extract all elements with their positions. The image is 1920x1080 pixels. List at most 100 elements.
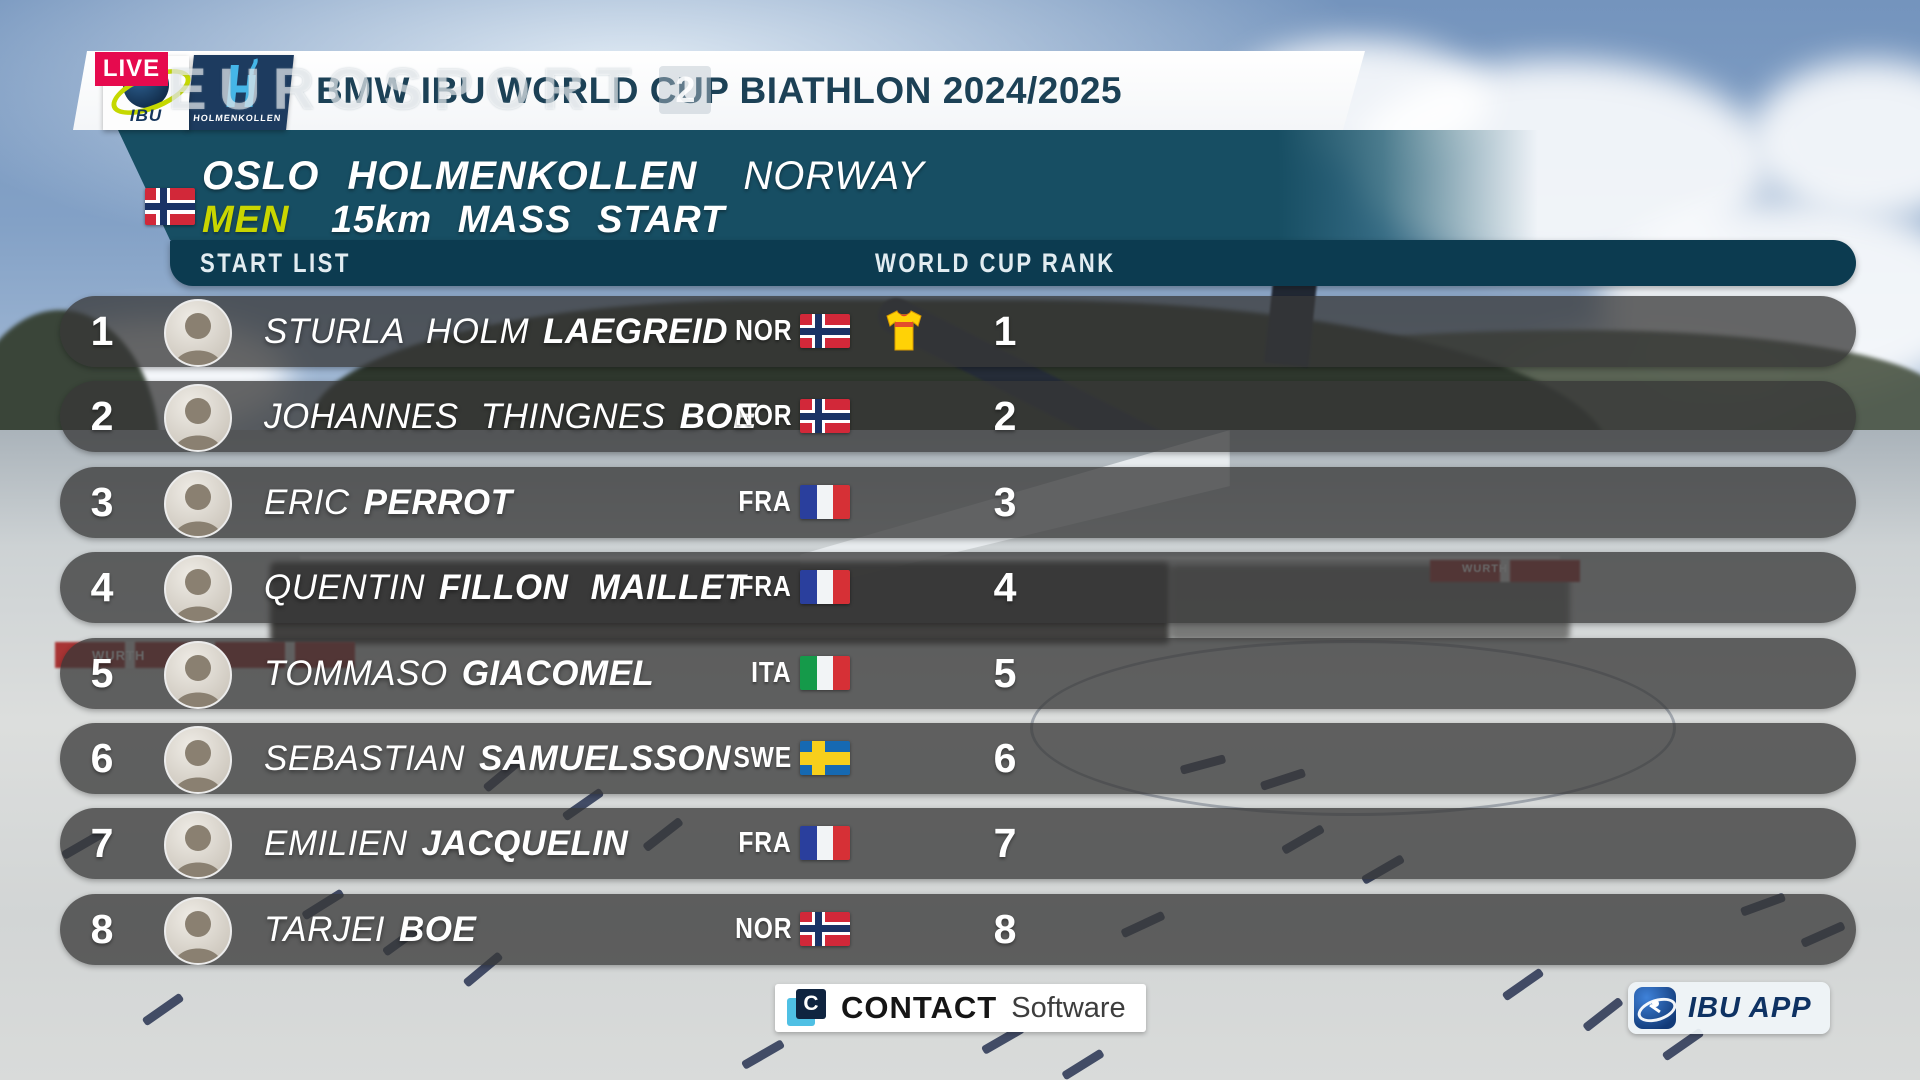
table-header-bar: START LIST WORLD CUP RANK [170,240,1856,286]
athlete-silhouette-icon [174,825,222,878]
athlete-given-name: TARJEI [264,909,385,949]
flag-NOR [800,399,850,434]
athlete-family-name: JACQUELIN [421,824,629,864]
athlete-name: TARJEI BOE [264,894,476,965]
flag-ITA [800,655,850,690]
start-number: 4 [90,564,114,611]
flag-NOR [800,911,850,946]
country-code: FRA [738,827,792,860]
athlete-silhouette-icon [174,569,222,622]
start-list-row: 6 SEBASTIAN SAMUELSSON SWE 6 [60,723,1856,794]
country-code: FRA [738,485,792,518]
world-cup-rank: 8 [993,905,1017,952]
world-cup-rank: 3 [993,478,1017,525]
athlete-photo [164,299,232,367]
start-list-row: 3 ERIC PERROT FRA 3 [60,466,1856,538]
holmenkollen-logo: HOLMENKOLLEN [186,55,294,130]
event-race: MEN 15km MASS START [202,196,725,244]
athlete-photo [164,384,232,453]
start-number: 1 [90,308,114,354]
contact-logo-icon: C [787,988,827,1028]
event-info-panel [118,130,1558,240]
athlete-given-name: ERIC [264,482,350,522]
event-country-flag [145,188,195,225]
contact-logo-name: CONTACT [841,990,998,1025]
athlete-silhouette-icon [174,313,222,365]
athlete-photo [164,726,232,794]
athlete-silhouette-icon [174,483,222,536]
start-number: 3 [90,478,114,525]
athlete-photo [164,640,232,709]
start-list-header: START LIST [200,248,351,278]
athlete-silhouette-icon [174,398,222,451]
country-flag [800,911,850,946]
athlete-photo [164,555,232,624]
world-cup-rank-header: WORLD CUP RANK [875,248,1116,278]
country-code: NOR [734,400,792,433]
start-list-row: 8 TARJEI BOE NOR 8 [60,893,1856,965]
start-list-row: 2 JOHANNES THINGNES BOE NOR 2 [60,381,1856,453]
country-flag [800,655,850,690]
athlete-family-name: FILLON MAILLET [439,568,746,608]
athlete-given-name: JOHANNES THINGNES [264,397,666,437]
athlete-name: STURLA HOLM LAEGREID [264,296,728,367]
athlete-name: JOHANNES THINGNES BOE [264,381,757,452]
country-flag [800,399,850,434]
broadcast-title: BMW IBU WORLD CUP BIATHLON 2024/2025 [316,51,1122,130]
athlete-given-name: STURLA HOLM [264,312,530,351]
title-main: WORLD CUP BIATHLON [496,70,932,111]
athlete-photo [164,811,232,880]
flag-NOR [145,188,195,225]
start-list-row: 5 TOMMASO GIACOMEL ITA 5 [60,637,1856,709]
country-code: NOR [734,912,792,945]
world-cup-rank: 5 [993,649,1017,696]
flag-SWE [800,741,850,775]
athlete-given-name: TOMMASO [264,653,448,693]
holmenkollen-logo-text: HOLMENKOLLEN [192,113,282,123]
ibu-logo-text: IBU [129,106,163,125]
flag-FRA [800,484,850,519]
live-badge: LIVE [95,52,168,86]
holmenkollen-monogram-icon [226,58,258,107]
event-location: OSLO HOLMENKOLLEN NORWAY [202,150,925,202]
title-season: 2024/2025 [942,70,1123,111]
start-number: 5 [90,649,114,696]
country-flag [800,314,850,348]
event-location-country: NORWAY [743,154,925,198]
country-code: ITA [751,656,792,689]
athlete-name: EMILIEN JACQUELIN [264,808,628,879]
athlete-name: SEBASTIAN SAMUELSSON [264,723,731,794]
athlete-family-name: BOE [679,397,758,437]
contact-icon-letter: C [796,989,826,1019]
yellow-jersey-icon [882,310,926,352]
title-prefix: BMW IBU [316,70,486,111]
world-cup-rank: 1 [993,308,1017,354]
start-number: 2 [90,393,114,440]
athlete-given-name: EMILIEN [264,824,408,864]
country-flag [800,826,850,861]
athlete-silhouette-icon [174,740,222,792]
start-list-row: 1 STURLA HOLM LAEGREID NOR 1 [60,296,1856,367]
athlete-family-name: LAEGREID [543,312,728,351]
world-cup-rank: 7 [993,820,1017,867]
flag-NOR [800,314,850,348]
flag-FRA [800,570,850,605]
athlete-name: ERIC PERROT [264,467,512,538]
country-flag [800,484,850,519]
contact-logo-suffix: Software [1011,991,1126,1024]
start-number: 8 [90,905,114,952]
world-cup-rank: 6 [993,735,1017,781]
country-code: SWE [733,742,792,774]
athlete-name: TOMMASO GIACOMEL [264,638,654,709]
athlete-family-name: SAMUELSSON [478,739,731,778]
start-number: 6 [90,735,114,781]
athlete-given-name: QUENTIN [264,568,425,608]
athlete-photo [164,469,232,538]
ibu-app-skier-icon [1652,1000,1659,1007]
event-location-name: OSLO HOLMENKOLLEN [202,154,698,198]
athlete-silhouette-icon [174,654,222,707]
athlete-family-name: GIACOMEL [461,653,655,693]
ibu-app-label: IBU APP [1688,991,1812,1024]
flag-FRA [800,826,850,861]
